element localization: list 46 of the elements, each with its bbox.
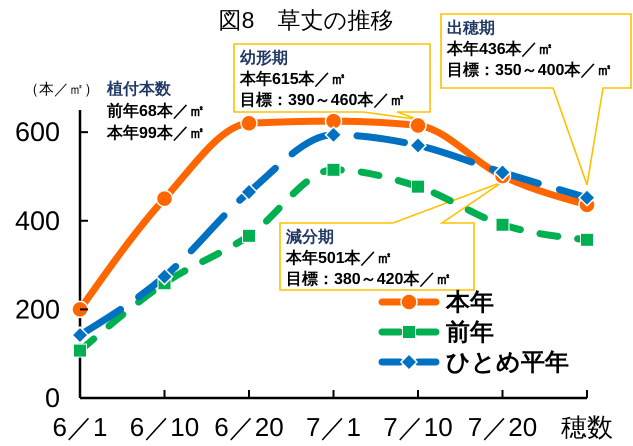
x-tick-label: 6／10 <box>130 412 200 442</box>
point <box>580 232 594 247</box>
point <box>240 183 258 201</box>
annotation: 前年68本／㎡ <box>107 102 205 122</box>
x-tick-label: 7／1 <box>306 412 361 442</box>
text: 植付本数 <box>107 80 171 100</box>
y-tick-label: 600 <box>14 117 60 148</box>
point <box>494 164 512 182</box>
text: 幼形期 <box>240 48 288 69</box>
point <box>156 268 174 286</box>
point <box>324 112 342 130</box>
text: 目標：390～460本／㎡ <box>240 90 406 111</box>
y-tick-label: 0 <box>44 383 60 413</box>
chart-title: 図8 草丈の推移 <box>218 7 394 33</box>
legend-label: ひとめ平年 <box>446 348 569 378</box>
legend-label: 前年 <box>446 318 494 348</box>
point <box>409 116 427 134</box>
annotation: 減分期 <box>286 228 334 248</box>
y-tick-label: 400 <box>14 206 60 236</box>
point <box>71 326 89 344</box>
text: 本年615本／㎡ <box>240 70 347 90</box>
annotation: 目標：380～420本／㎡ <box>286 270 452 290</box>
point <box>324 126 342 144</box>
annotation: 本年501本／㎡ <box>286 248 393 269</box>
x-tick-label: 6／1 <box>52 412 108 442</box>
point <box>578 188 596 206</box>
x-tick-label: 穂数 <box>561 412 613 442</box>
point <box>71 300 89 318</box>
point <box>240 114 258 132</box>
annotation: 本年99本／㎡ <box>107 124 205 144</box>
point <box>496 218 510 232</box>
x-tick-label: 7／10 <box>383 412 453 442</box>
y-axis-title: （本／㎡） <box>24 80 99 99</box>
point <box>73 344 87 358</box>
text: 出穂期 <box>447 18 495 39</box>
point <box>156 190 174 208</box>
point <box>242 228 256 243</box>
x-tick-label: 6／20 <box>214 412 284 442</box>
x-tick-label: 7／20 <box>468 412 538 442</box>
text: 目標：350～400本／㎡ <box>447 60 612 81</box>
legend-label: 本年 <box>446 289 494 316</box>
text: 本年436本／㎡ <box>447 40 554 60</box>
y-tick-label: 200 <box>14 294 60 324</box>
point <box>409 136 427 154</box>
point <box>411 180 425 194</box>
point <box>326 162 340 177</box>
